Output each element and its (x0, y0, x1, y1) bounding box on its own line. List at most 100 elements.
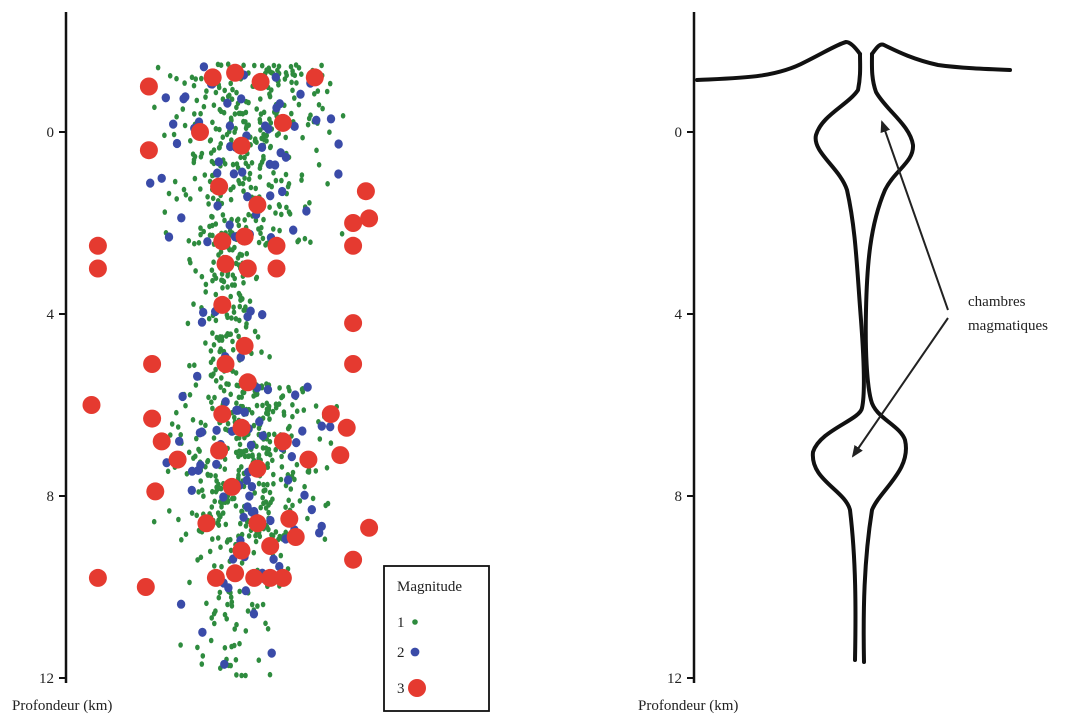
event-mag1 (259, 349, 264, 355)
event-mag1 (305, 121, 311, 128)
event-mag1 (213, 126, 219, 132)
event-mag2 (241, 586, 250, 596)
event-mag2 (229, 169, 239, 179)
event-mag1 (234, 672, 239, 678)
event-mag1 (225, 284, 230, 290)
event-mag1 (194, 512, 199, 519)
event-mag3 (344, 355, 363, 373)
event-mag1 (302, 483, 307, 490)
event-mag1 (237, 292, 243, 299)
event-mag1 (209, 399, 214, 406)
event-mag1 (190, 417, 196, 423)
event-mag1 (267, 671, 273, 678)
event-mag1 (253, 538, 259, 545)
event-mag1 (204, 88, 209, 94)
event-mag1 (265, 461, 270, 467)
event-mag1 (192, 362, 197, 369)
arrow-upper-chamber (880, 120, 949, 311)
event-mag3 (331, 446, 350, 465)
event-mag2 (199, 62, 209, 72)
event-mag1 (189, 74, 195, 81)
event-mag1 (220, 510, 226, 516)
event-mag1 (284, 204, 289, 211)
event-mag2 (317, 421, 326, 431)
event-mag3 (261, 537, 280, 555)
event-mag1 (257, 119, 263, 125)
annotation-line-1: chambres (968, 294, 1026, 310)
event-mag1 (271, 481, 276, 487)
event-mag2 (161, 93, 170, 103)
event-mag1 (258, 96, 263, 102)
event-mag1 (253, 532, 258, 539)
event-mag1 (256, 452, 262, 459)
event-mag1 (248, 184, 254, 191)
event-mag1 (302, 235, 308, 242)
event-mag1 (186, 449, 192, 456)
event-mag1 (246, 176, 252, 182)
event-mag3 (139, 77, 158, 96)
event-mag1 (169, 421, 175, 427)
event-mag1 (206, 315, 212, 322)
event-mag1 (236, 110, 242, 117)
event-mag1 (232, 275, 237, 282)
event-mag3 (267, 259, 286, 278)
event-mag1 (267, 204, 272, 210)
event-mag1 (186, 238, 192, 244)
event-mag1 (212, 394, 217, 401)
event-mag1 (320, 105, 325, 112)
event-mag1 (239, 464, 244, 470)
event-mag2 (198, 627, 207, 637)
right-tick-label-3: 12 (667, 671, 682, 687)
event-mag1 (182, 80, 187, 86)
event-mag1 (233, 316, 239, 322)
event-mag1 (210, 119, 215, 126)
event-mag1 (286, 384, 291, 391)
event-mag1 (208, 359, 214, 366)
event-mag1 (260, 235, 266, 242)
legend-label-1: 1 (397, 615, 405, 631)
event-mag1 (193, 453, 198, 460)
event-mag1 (218, 384, 223, 390)
event-mag1 (314, 147, 319, 154)
event-mag1 (243, 304, 248, 310)
event-mag1 (260, 601, 266, 608)
event-mag1 (211, 102, 217, 108)
event-mag1 (212, 563, 217, 569)
event-mag2 (269, 554, 278, 564)
event-mag1 (222, 466, 228, 472)
event-mag2 (243, 192, 252, 202)
event-mag2 (213, 201, 222, 211)
event-mag1 (325, 181, 330, 187)
event-mag1 (289, 110, 294, 117)
event-mag1 (283, 134, 289, 141)
event-mag1 (208, 137, 214, 143)
event-mag1 (261, 156, 266, 162)
event-mag2 (334, 139, 343, 149)
event-mag3 (280, 509, 299, 528)
event-mag1 (218, 249, 224, 255)
event-mag1 (219, 277, 224, 284)
conduit-left-wall (810, 52, 866, 662)
event-mag2 (258, 310, 267, 320)
event-mag3 (143, 355, 162, 373)
event-mag1 (224, 333, 229, 339)
event-mag1 (266, 431, 272, 438)
event-mag3 (216, 254, 235, 273)
event-mag1 (239, 508, 244, 515)
event-mag1 (209, 504, 215, 510)
left-axis-ticks: 0 4 8 12 (39, 125, 66, 687)
event-mag3 (344, 214, 363, 232)
event-mag1 (179, 537, 184, 543)
event-mag1 (228, 293, 233, 300)
event-mag3 (222, 477, 241, 496)
event-mag3 (248, 459, 267, 478)
event-mag1 (253, 136, 258, 142)
event-mag1 (210, 195, 216, 202)
event-mag1 (224, 131, 230, 138)
event-mag1 (277, 385, 282, 391)
event-mag1 (198, 110, 203, 117)
event-mag1 (237, 251, 243, 258)
event-mag1 (204, 600, 209, 607)
event-mag1 (202, 172, 208, 178)
conduit-right-wall (861, 52, 915, 664)
